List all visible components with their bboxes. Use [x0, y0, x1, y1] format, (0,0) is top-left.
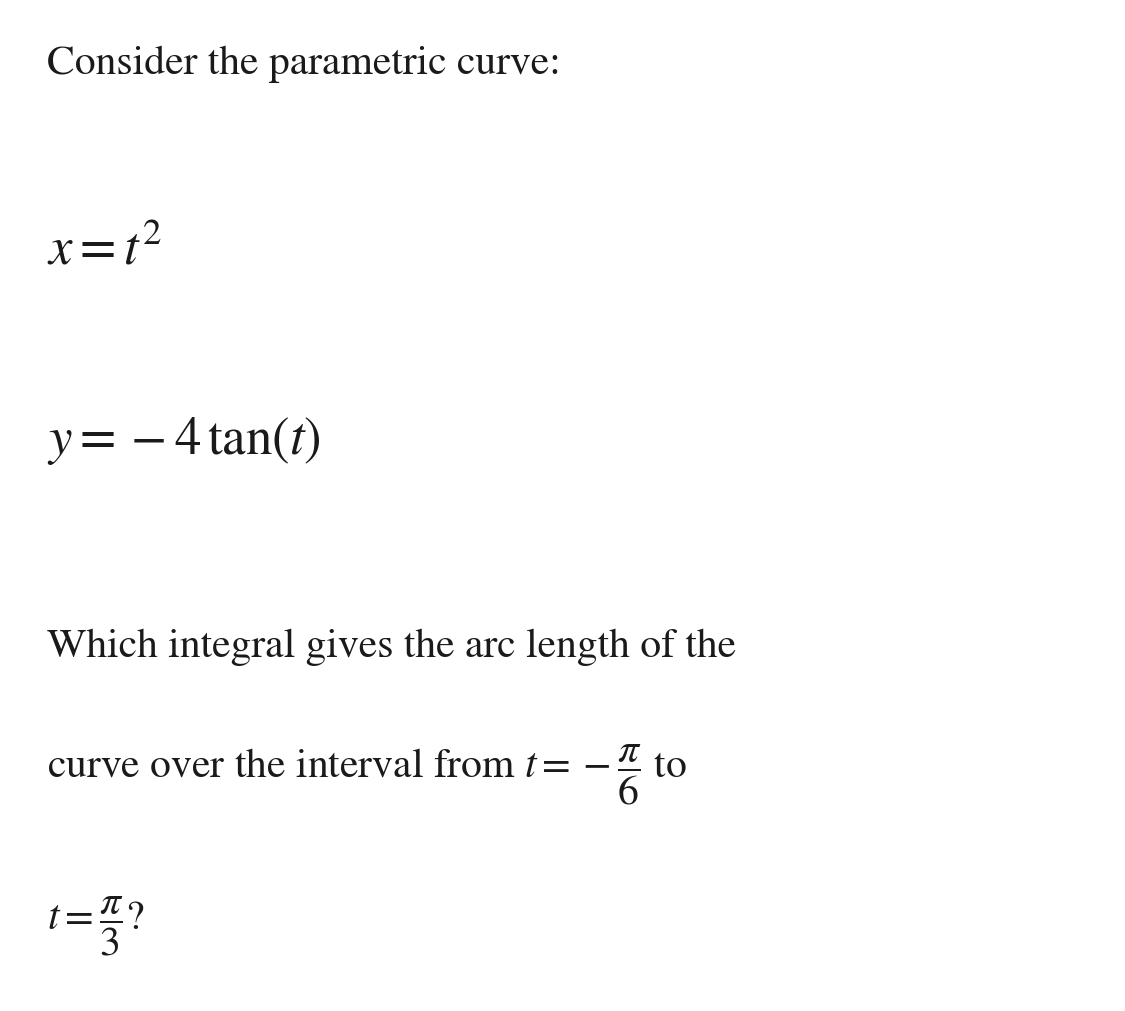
Text: $y = -4\,\mathrm{tan}(t)$: $y = -4\,\mathrm{tan}(t)$ [47, 415, 321, 466]
Text: curve over the interval from $t = -\dfrac{\pi}{6}$ to: curve over the interval from $t = -\dfra… [47, 743, 687, 807]
Text: $x = t^2$: $x = t^2$ [47, 227, 162, 277]
Text: $t = \dfrac{\pi}{3}$?: $t = \dfrac{\pi}{3}$? [47, 895, 145, 957]
Text: Consider the parametric curve:: Consider the parametric curve: [47, 45, 561, 83]
Text: Which integral gives the arc length of the: Which integral gives the arc length of t… [47, 629, 737, 666]
